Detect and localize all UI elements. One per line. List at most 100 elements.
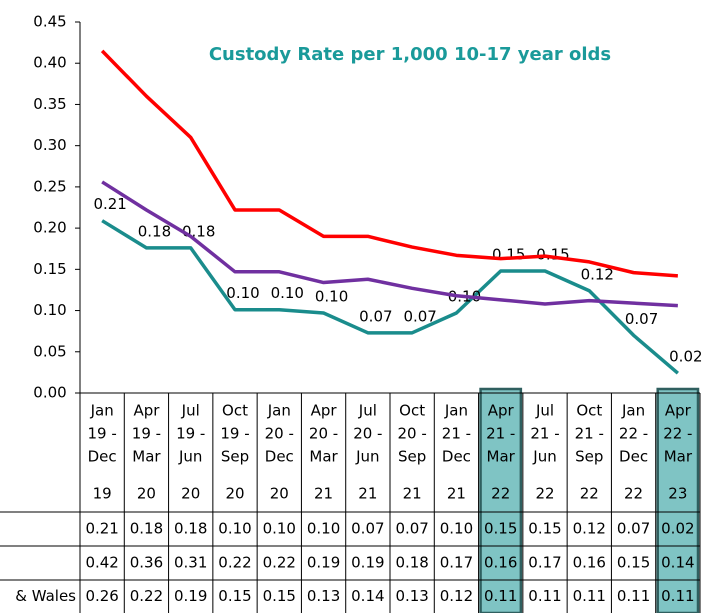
x-tick-label: 22: [624, 485, 643, 503]
x-tick-label: 19: [93, 485, 112, 503]
table-cell: 0.14: [351, 587, 384, 605]
x-tick-label: Dec: [619, 448, 648, 466]
x-tick-label: Sep: [221, 448, 249, 466]
table-cell: 0.22: [263, 554, 296, 572]
table-cell: 0.31: [174, 554, 207, 572]
x-tick-label: Mar: [309, 448, 338, 466]
highlight-column: [656, 387, 700, 613]
table-cell: 0.18: [395, 554, 428, 572]
x-tick-label: 22: [580, 485, 599, 503]
table-cell: 0.16: [573, 554, 606, 572]
x-tick-label: Oct: [576, 402, 602, 420]
row-label: & Wales: [15, 587, 76, 605]
x-tick-label: 21 -: [486, 425, 515, 443]
x-tick-label: Apr: [488, 402, 515, 420]
x-tick-label: 22 -: [619, 425, 648, 443]
table-cell: 0.11: [528, 587, 561, 605]
x-tick-label: Sep: [398, 448, 426, 466]
table-cell: 0.11: [484, 587, 517, 605]
data-label: 0.10: [271, 284, 304, 302]
data-label: 0.12: [581, 265, 614, 283]
table-cell: 0.10: [218, 520, 251, 538]
x-tick-label: 20 -: [309, 425, 338, 443]
y-tick-label: 0.10: [33, 301, 66, 319]
x-tick-label: Jan: [621, 402, 645, 420]
x-tick-label: 19 -: [220, 425, 249, 443]
chart-title: Custody Rate per 1,000 10-17 year olds: [209, 44, 611, 65]
table-cell: 0.15: [528, 520, 561, 538]
x-tick-label: Dec: [265, 448, 294, 466]
highlight-column: [479, 387, 523, 613]
data-label: 0.07: [625, 310, 658, 328]
table-cell: 0.19: [307, 554, 340, 572]
x-tick-label: 22: [491, 485, 510, 503]
y-tick-label: 0.40: [33, 54, 66, 72]
data-label: 0.18: [138, 222, 171, 240]
x-tick-label: 21 -: [575, 425, 604, 443]
table-cell: 0.36: [130, 554, 163, 572]
table-cell: 0.02: [661, 520, 694, 538]
table-cell: 0.21: [85, 520, 118, 538]
x-tick-label: Mar: [132, 448, 161, 466]
x-tick-label: Oct: [399, 402, 425, 420]
x-tick-label: Apr: [665, 402, 692, 420]
x-tick-label: 21 -: [530, 425, 559, 443]
x-tick-label: 21: [358, 485, 377, 503]
x-tick-label: 20 -: [265, 425, 294, 443]
table-cell: 0.19: [174, 587, 207, 605]
table-cell: 0.10: [263, 520, 296, 538]
x-tick-label: Dec: [88, 448, 117, 466]
table-cell: 0.18: [130, 520, 163, 538]
table-cell: 0.19: [351, 554, 384, 572]
x-tick-label: 20 -: [353, 425, 382, 443]
table-cell: 0.18: [174, 520, 207, 538]
table-cell: 0.13: [307, 587, 340, 605]
table-cell: 0.12: [440, 587, 473, 605]
table-cell: 0.07: [351, 520, 384, 538]
x-tick-label: 21: [314, 485, 333, 503]
x-tick-label: Jun: [355, 448, 379, 466]
table-cell: 0.22: [218, 554, 251, 572]
x-tick-label: 19 -: [132, 425, 161, 443]
x-tick-label: Jun: [178, 448, 202, 466]
x-tick-label: Jul: [181, 402, 200, 420]
table-cell: 0.14: [661, 554, 694, 572]
data-label: 0.07: [403, 307, 436, 325]
y-tick-label: 0.25: [33, 177, 66, 195]
x-tick-label: 23: [668, 485, 687, 503]
x-tick-label: 20 -: [398, 425, 427, 443]
series-line: [101, 180, 678, 308]
x-tick-label: 22 -: [663, 425, 692, 443]
x-tick-label: 20: [137, 485, 156, 503]
table-cell: 0.17: [440, 554, 473, 572]
data-label: 0.10: [226, 284, 259, 302]
table-cell: 0.11: [573, 587, 606, 605]
table-cell: 0.15: [617, 554, 650, 572]
x-tick-label: Jul: [535, 402, 554, 420]
x-tick-label: Jul: [358, 402, 377, 420]
x-tick-label: Jan: [444, 402, 468, 420]
table-cell: 0.10: [307, 520, 340, 538]
x-tick-label: 21: [447, 485, 466, 503]
x-tick-label: 19 -: [176, 425, 205, 443]
table-cell: 0.15: [218, 587, 251, 605]
y-tick-label: 0.00: [33, 384, 66, 402]
data-label: 0.15: [536, 245, 569, 263]
x-tick-label: Sep: [575, 448, 603, 466]
table-cell: 0.07: [395, 520, 428, 538]
table-cell: 0.07: [617, 520, 650, 538]
table-cell: 0.11: [617, 587, 650, 605]
x-tick-label: Jan: [267, 402, 291, 420]
x-tick-label: 21 -: [442, 425, 471, 443]
table-cell: 0.16: [484, 554, 517, 572]
y-tick-label: 0.35: [33, 95, 66, 113]
x-tick-label: Apr: [133, 402, 160, 420]
x-tick-label: 20: [270, 485, 289, 503]
table-cell: 0.42: [85, 554, 118, 572]
table-cell: 0.15: [263, 587, 296, 605]
data-label: 0.02: [669, 348, 702, 366]
data-label: 0.15: [492, 245, 525, 263]
x-tick-label: 20: [225, 485, 244, 503]
data-label: 0.21: [93, 195, 126, 213]
